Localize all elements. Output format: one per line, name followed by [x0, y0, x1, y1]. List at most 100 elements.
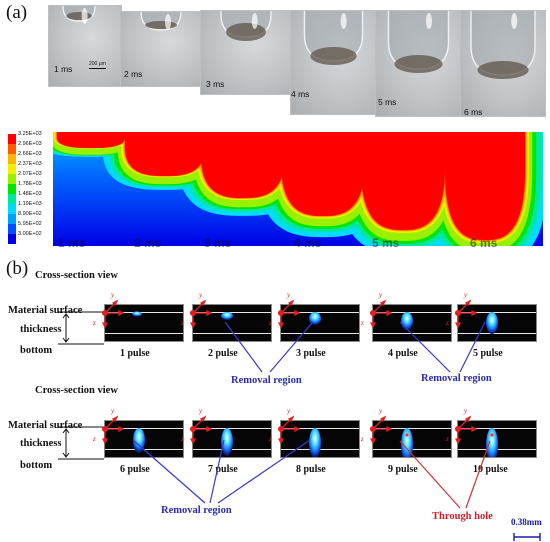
- material-surface-label-1: Material surface: [8, 305, 83, 316]
- legend-tick-4: 2.37E+03: [18, 161, 42, 167]
- removal-plume-8: [309, 428, 321, 457]
- y-axis-label: y: [464, 291, 468, 299]
- z-axis-label: z: [269, 435, 272, 443]
- droplet-photo-5: 5 ms: [375, 10, 462, 117]
- droplet-shape-5: [387, 11, 450, 73]
- legend-tick-11: 3.00E+02: [18, 231, 42, 237]
- contour-zone-3-8: [201, 132, 285, 198]
- pulse-label-6: 6 pulse: [120, 464, 150, 475]
- removal-plume-1: [132, 311, 142, 317]
- pulse-label-10: 10 pulse: [473, 464, 508, 475]
- z-axis-label: z: [446, 319, 449, 327]
- sim-time-label-6: 6 ms: [470, 236, 498, 250]
- photo-time-label-4: 4 ms: [291, 89, 310, 99]
- droplet-photo-6: 6 ms: [460, 10, 546, 117]
- droplet-photo-3: 3 ms: [200, 10, 292, 95]
- droplet-shape-4: [303, 11, 364, 65]
- removal-plume-2: [221, 312, 233, 320]
- sim-time-label-4: 4 ms: [294, 236, 322, 250]
- legend-tick-2: 2.96E+03: [18, 141, 42, 147]
- legend-swatch-4: [8, 164, 16, 174]
- droplet-shape-3: [220, 11, 272, 41]
- legend-tick-7: 1.48E+03: [18, 191, 42, 197]
- y-axis-label: y: [379, 407, 383, 415]
- pulse-label-2: 2 pulse: [208, 348, 238, 359]
- photo-time-label-6: 6 ms: [464, 107, 483, 117]
- y-axis-label: y: [199, 291, 203, 299]
- through-hole-label: Through hole: [432, 511, 493, 522]
- z-axis-label: z: [361, 319, 364, 327]
- photo-scale-bar: 200 μm: [89, 61, 106, 69]
- y-axis-label: y: [379, 291, 383, 299]
- legend-swatch-8: [8, 204, 16, 214]
- legend-tick-8: 1.19E+03: [18, 201, 42, 207]
- contour-zone-2-8: [125, 132, 205, 176]
- pulse-label-7: 7 pulse: [208, 464, 238, 475]
- y-axis-label: y: [111, 291, 115, 299]
- removal-region-label-1: Removal region: [231, 375, 302, 386]
- surface-line: [281, 312, 359, 313]
- sim-time-label-1: 1 ms: [58, 236, 86, 250]
- photo-time-label-2: 2 ms: [124, 69, 143, 79]
- surface-line: [373, 428, 451, 429]
- surface-line: [193, 428, 271, 429]
- sim-time-label-2: 2 ms: [134, 236, 162, 250]
- thickness-label-2: thickness: [20, 438, 62, 449]
- coordinate-axes-2: [189, 299, 213, 329]
- coordinate-axes-3: [277, 299, 301, 329]
- coordinate-axes-6: [101, 415, 125, 445]
- removal-plume-7: [221, 428, 233, 456]
- surface-line: [105, 312, 183, 313]
- y-axis-label: y: [111, 407, 115, 415]
- cross-section-title-2: Cross-section view: [35, 385, 118, 396]
- y-axis-label: y: [287, 291, 291, 299]
- surface-line: [458, 312, 536, 313]
- surface-line: [193, 312, 271, 313]
- droplet-shape-2: [140, 12, 182, 31]
- removal-plume-5: [486, 312, 498, 334]
- coordinate-axes-5: [454, 299, 478, 329]
- coordinate-axes-4: [369, 299, 393, 329]
- material-surface-label-2: Material surface: [8, 420, 83, 431]
- droplet-shape-1: [62, 6, 96, 24]
- z-axis-label: z: [181, 319, 184, 327]
- pulse-label-4: 4 pulse: [388, 348, 418, 359]
- surface-line: [281, 428, 359, 429]
- removal-plume-6: [133, 428, 145, 453]
- z-axis-label: z: [446, 435, 449, 443]
- removal-plume-3: [309, 312, 321, 325]
- legend-swatch-7: [8, 194, 16, 204]
- thickness-label-1: thickness: [20, 324, 62, 335]
- photo-time-label-1: 1 ms: [54, 64, 73, 74]
- coordinate-axes-8: [277, 415, 301, 445]
- bottom-line: [458, 333, 536, 334]
- legend-swatch-2: [8, 144, 16, 154]
- contour-zone-4-8: [281, 132, 365, 216]
- legend-tick-6: 1.78E+03: [18, 181, 42, 187]
- colorbar-legend: 3.25E+03 2.96E+03 2.66E+03 2.37E+03 2.07E+03…: [6, 131, 52, 246]
- legend-swatch-9: [8, 214, 16, 224]
- legend-tick-3: 2.66E+03: [18, 151, 42, 157]
- temperature-contour-plot: [53, 132, 543, 246]
- legend-swatch-6: [8, 184, 16, 194]
- z-axis-label: z: [93, 435, 96, 443]
- bottom-label-2: bottom: [20, 460, 53, 471]
- surface-line: [373, 312, 451, 313]
- sim-time-label-3: 3 ms: [204, 236, 232, 250]
- photo-time-label-3: 3 ms: [206, 79, 225, 89]
- removal-region-label-3: Removal region: [161, 505, 232, 516]
- coordinate-axes-7: [189, 415, 213, 445]
- bottom-line: [281, 333, 359, 334]
- legend-swatch-3: [8, 154, 16, 164]
- removal-plume-9: [401, 428, 413, 457]
- legend-tick-1: 3.25E+03: [18, 131, 42, 137]
- legend-swatch-10: [8, 224, 16, 234]
- photo-time-label-5: 5 ms: [378, 97, 397, 107]
